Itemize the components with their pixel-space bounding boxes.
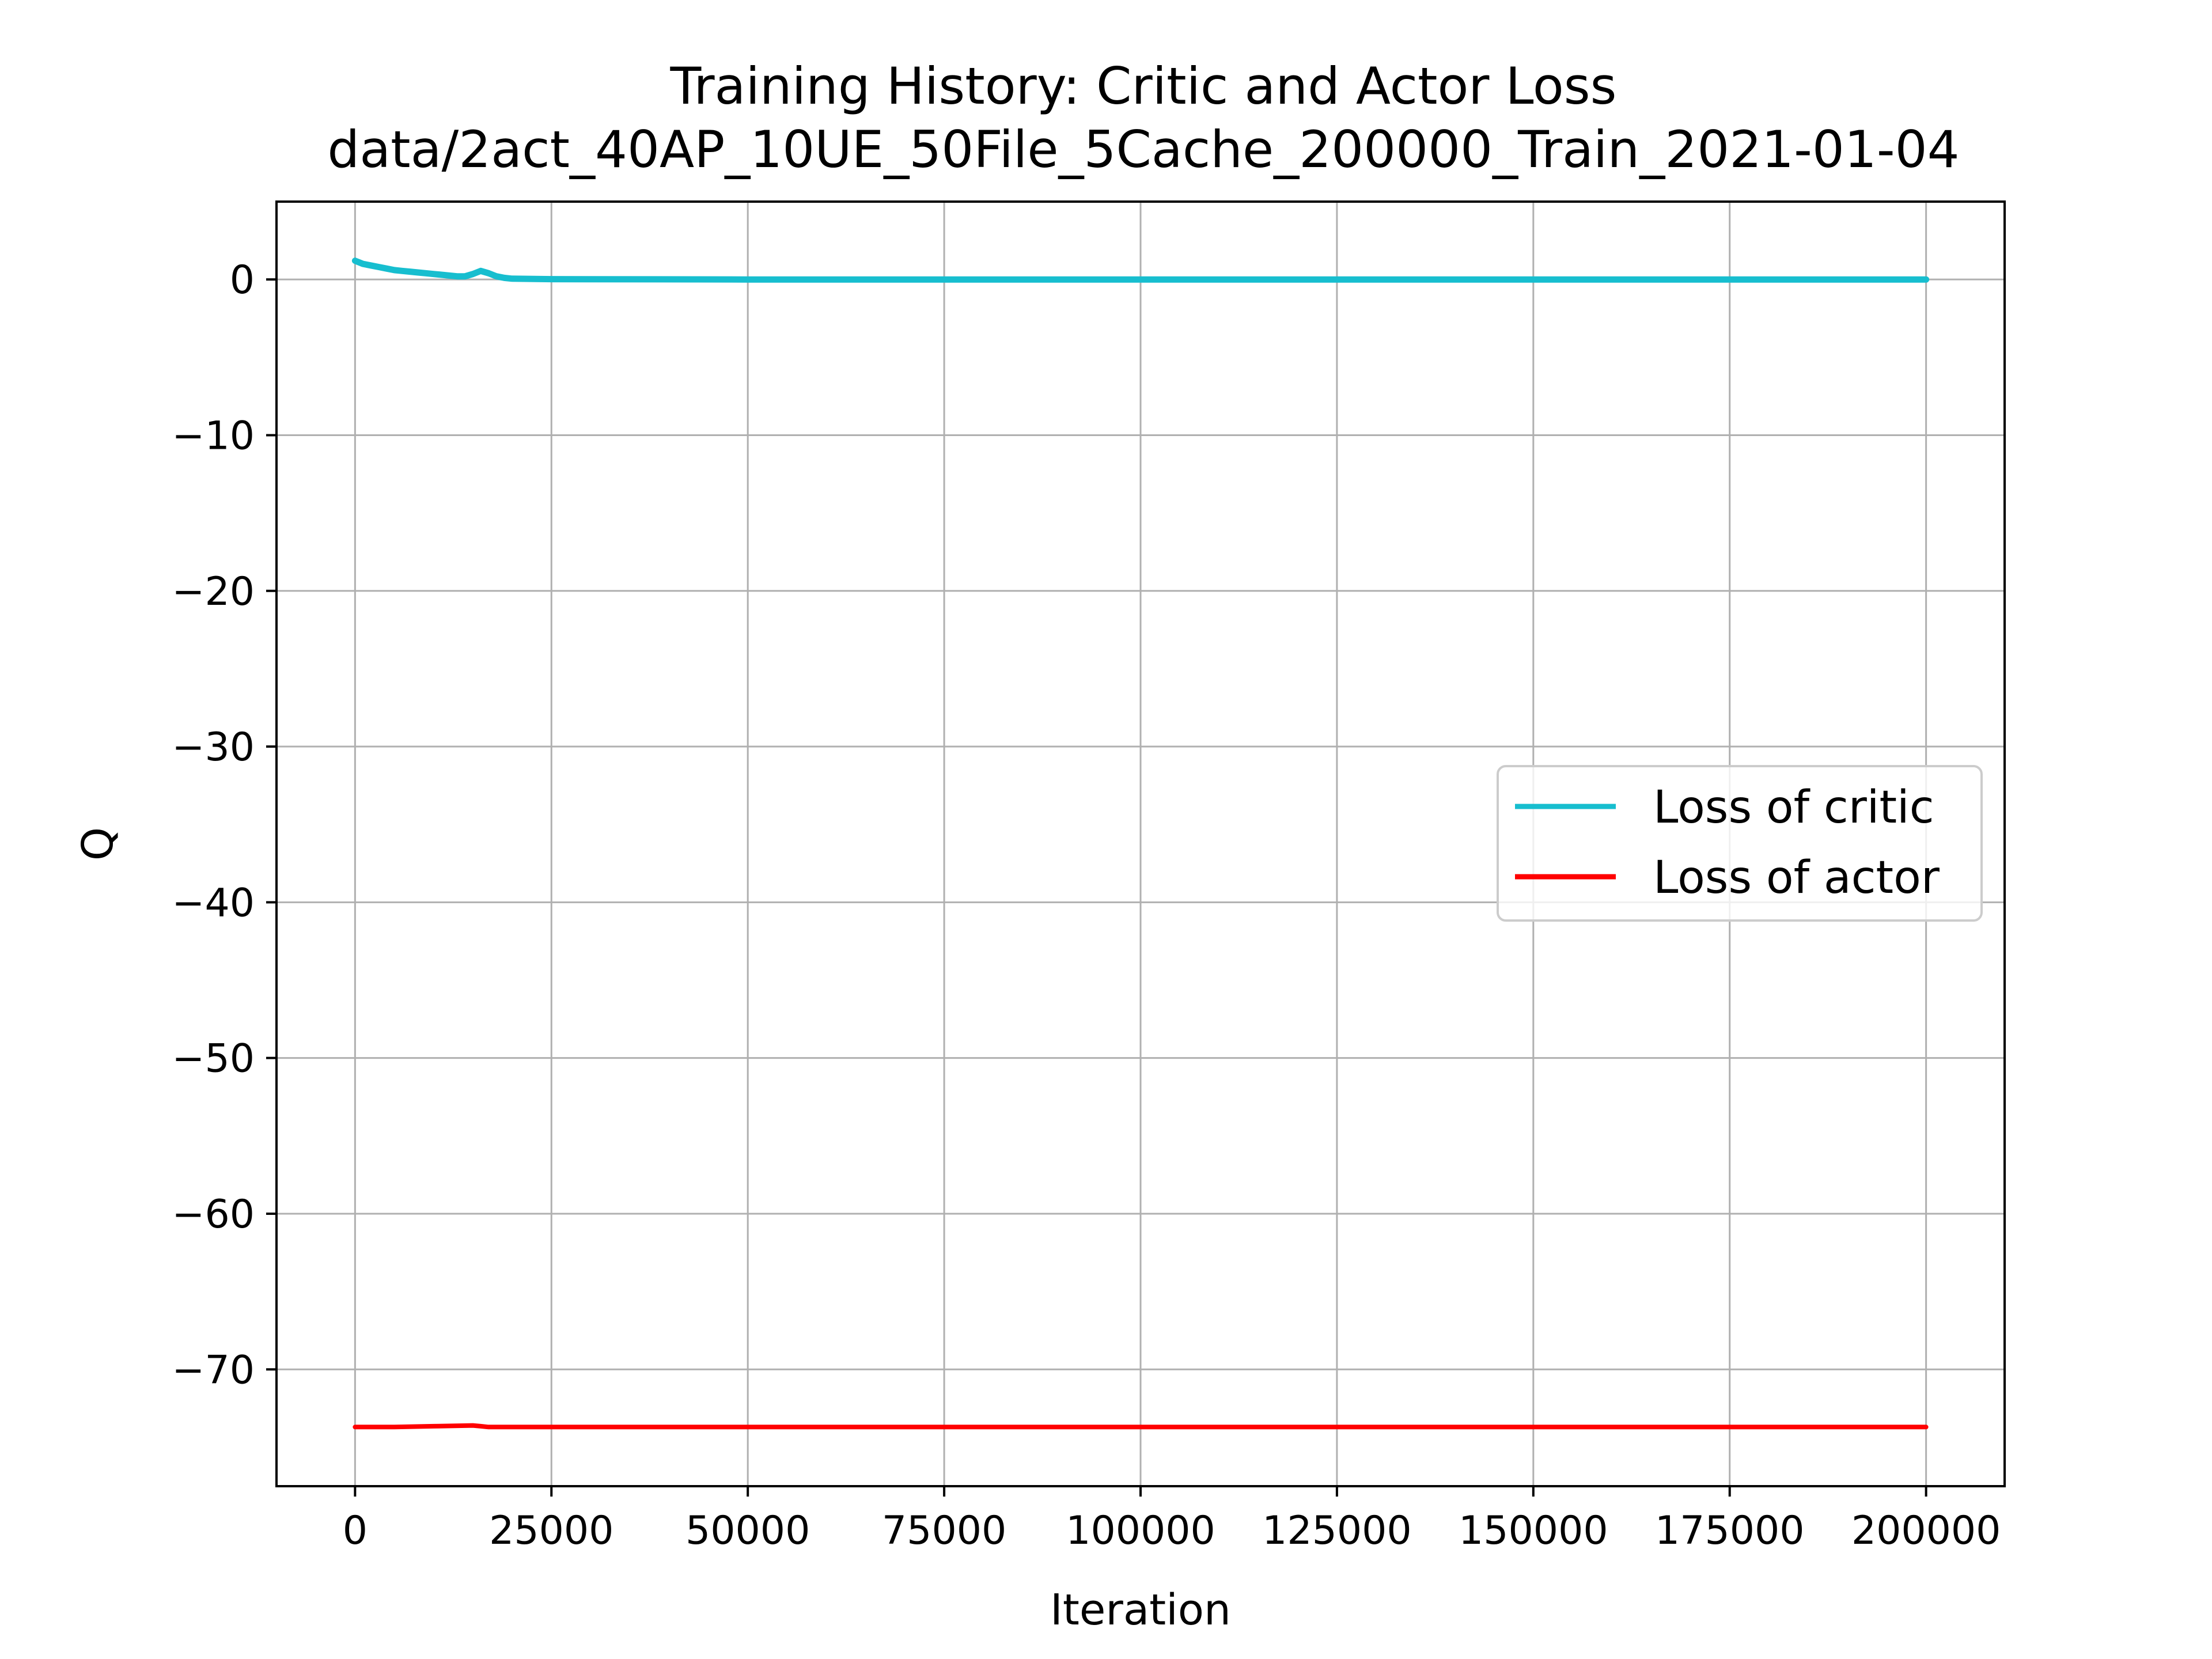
x-tick-label: 75000 bbox=[882, 1508, 1006, 1554]
tick-layer: 0 25000 50000 75000 100000 125000 150000 175000… bbox=[172, 257, 2001, 1554]
chart-subtitle: data/2act_40AP_10UE_50File_5Cache_200000… bbox=[327, 120, 1959, 179]
chart-title: Training History: Critic and Actor Loss bbox=[670, 56, 1617, 116]
x-tick-label: 0 bbox=[343, 1508, 368, 1554]
x-tick-label: 50000 bbox=[685, 1508, 810, 1554]
series-layer bbox=[351, 257, 1930, 1430]
x-tick-label: 200000 bbox=[1851, 1508, 2001, 1554]
legend-actor-label: Loss of actor bbox=[1653, 852, 1940, 904]
legend-critic-label: Loss of critic bbox=[1653, 782, 1934, 834]
y-tick-label: 0 bbox=[230, 257, 255, 303]
series-line-critic bbox=[351, 257, 1930, 283]
legend: Loss of critic Loss of actor bbox=[1497, 765, 1983, 922]
x-tick-label: 100000 bbox=[1066, 1508, 1215, 1554]
x-tick-label: 125000 bbox=[1262, 1508, 1412, 1554]
legend-box bbox=[1497, 765, 1983, 922]
x-tick-label: 175000 bbox=[1655, 1508, 1805, 1554]
y-tick-label: −50 bbox=[172, 1036, 255, 1082]
y-tick-label: −10 bbox=[172, 413, 255, 459]
y-axis-label: Q bbox=[73, 827, 123, 861]
y-tick-label: −20 bbox=[172, 569, 255, 615]
x-tick-label: 25000 bbox=[489, 1508, 613, 1554]
y-tick-label: −30 bbox=[172, 725, 255, 770]
y-tick-label: −60 bbox=[172, 1192, 255, 1237]
y-tick-label: −40 bbox=[172, 880, 255, 926]
y-tick-label: −70 bbox=[172, 1347, 255, 1393]
series-line-actor bbox=[353, 1423, 1929, 1430]
x-tick-label: 150000 bbox=[1459, 1508, 1608, 1554]
x-axis-label: Iteration bbox=[1050, 1585, 1231, 1635]
